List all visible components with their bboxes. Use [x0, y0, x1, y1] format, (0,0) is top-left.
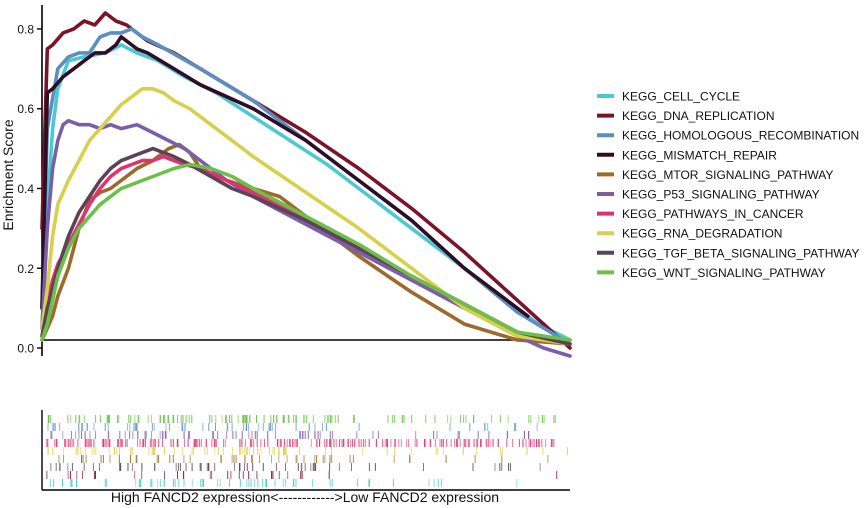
series-line-kegg-mtor-signaling-pathway	[40, 142, 572, 346]
series-line-kegg-homologous-recombination	[40, 27, 572, 346]
enrichment-plot-area: 0.0 0.2 0.4 0.6 0.8 Enrichment Score	[0, 5, 572, 358]
legend-label: KEGG_CELL_CYCLE	[622, 90, 740, 104]
rug-ticks	[45, 415, 569, 487]
series-lines	[40, 11, 572, 358]
legend-label: KEGG_MISMATCH_REPAIR	[622, 148, 777, 162]
series-line-kegg-mismatch-repair	[40, 35, 530, 318]
series-line-kegg-pathways-in-cancer	[40, 154, 572, 346]
y-tick-label: 0.2	[17, 262, 34, 276]
series-line-kegg-wnt-signaling-pathway	[40, 162, 572, 342]
legend-label: KEGG_PATHWAYS_IN_CANCER	[622, 207, 804, 221]
x-axis-label: High FANCD2 expression<------------>Low …	[111, 489, 499, 505]
legend-label: KEGG_WNT_SIGNALING_PATHWAY	[622, 266, 826, 280]
legend-label: KEGG_P53_SIGNALING_PATHWAY	[622, 188, 820, 202]
y-axis-ticks: 0.0 0.2 0.4 0.6 0.8	[17, 22, 42, 356]
y-tick-label: 0.4	[17, 182, 34, 196]
series-line-kegg-p53-signaling-pathway	[40, 118, 572, 358]
y-axis-label: Enrichment Score	[0, 119, 16, 230]
y-tick-label: 0.6	[17, 102, 34, 116]
legend-label: KEGG_DNA_REPLICATION	[622, 109, 774, 123]
legend: KEGG_CELL_CYCLE KEGG_DNA_REPLICATION KEGG_…	[597, 90, 859, 280]
legend-label: KEGG_HOMOLOGOUS_RECOMBINATION	[622, 129, 859, 143]
y-tick-label: 0.8	[17, 22, 34, 36]
legend-label: KEGG_RNA_DEGRADATION	[622, 227, 782, 241]
rug-panel: High FANCD2 expression<------------>Low …	[41, 410, 570, 505]
legend-label: KEGG_MTOR_SIGNALING_PATHWAY	[622, 168, 833, 182]
y-tick-label: 0.0	[17, 342, 34, 356]
legend-label: KEGG_TGF_BETA_SIGNALING_PATHWAY	[622, 246, 859, 260]
series-line-kegg-rna-degradation	[40, 87, 572, 346]
series-line-kegg-tgf-beta-signaling-pathway	[40, 146, 572, 346]
